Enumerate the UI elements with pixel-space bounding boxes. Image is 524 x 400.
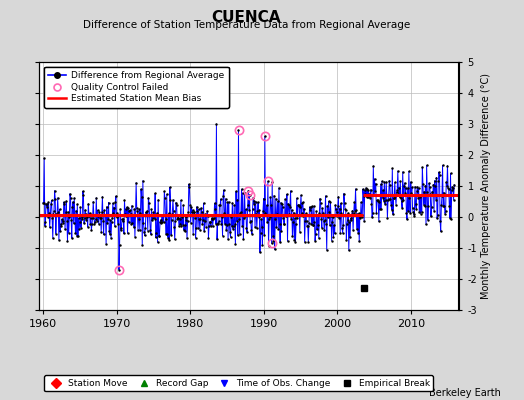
Legend: Difference from Regional Average, Quality Control Failed, Estimated Station Mean: Difference from Regional Average, Qualit… [44, 66, 228, 108]
Text: CUENCA: CUENCA [212, 10, 281, 25]
Legend: Station Move, Record Gap, Time of Obs. Change, Empirical Break: Station Move, Record Gap, Time of Obs. C… [44, 375, 433, 392]
Text: Difference of Station Temperature Data from Regional Average: Difference of Station Temperature Data f… [83, 20, 410, 30]
Y-axis label: Monthly Temperature Anomaly Difference (°C): Monthly Temperature Anomaly Difference (… [482, 73, 492, 299]
Text: Berkeley Earth: Berkeley Earth [429, 388, 500, 398]
